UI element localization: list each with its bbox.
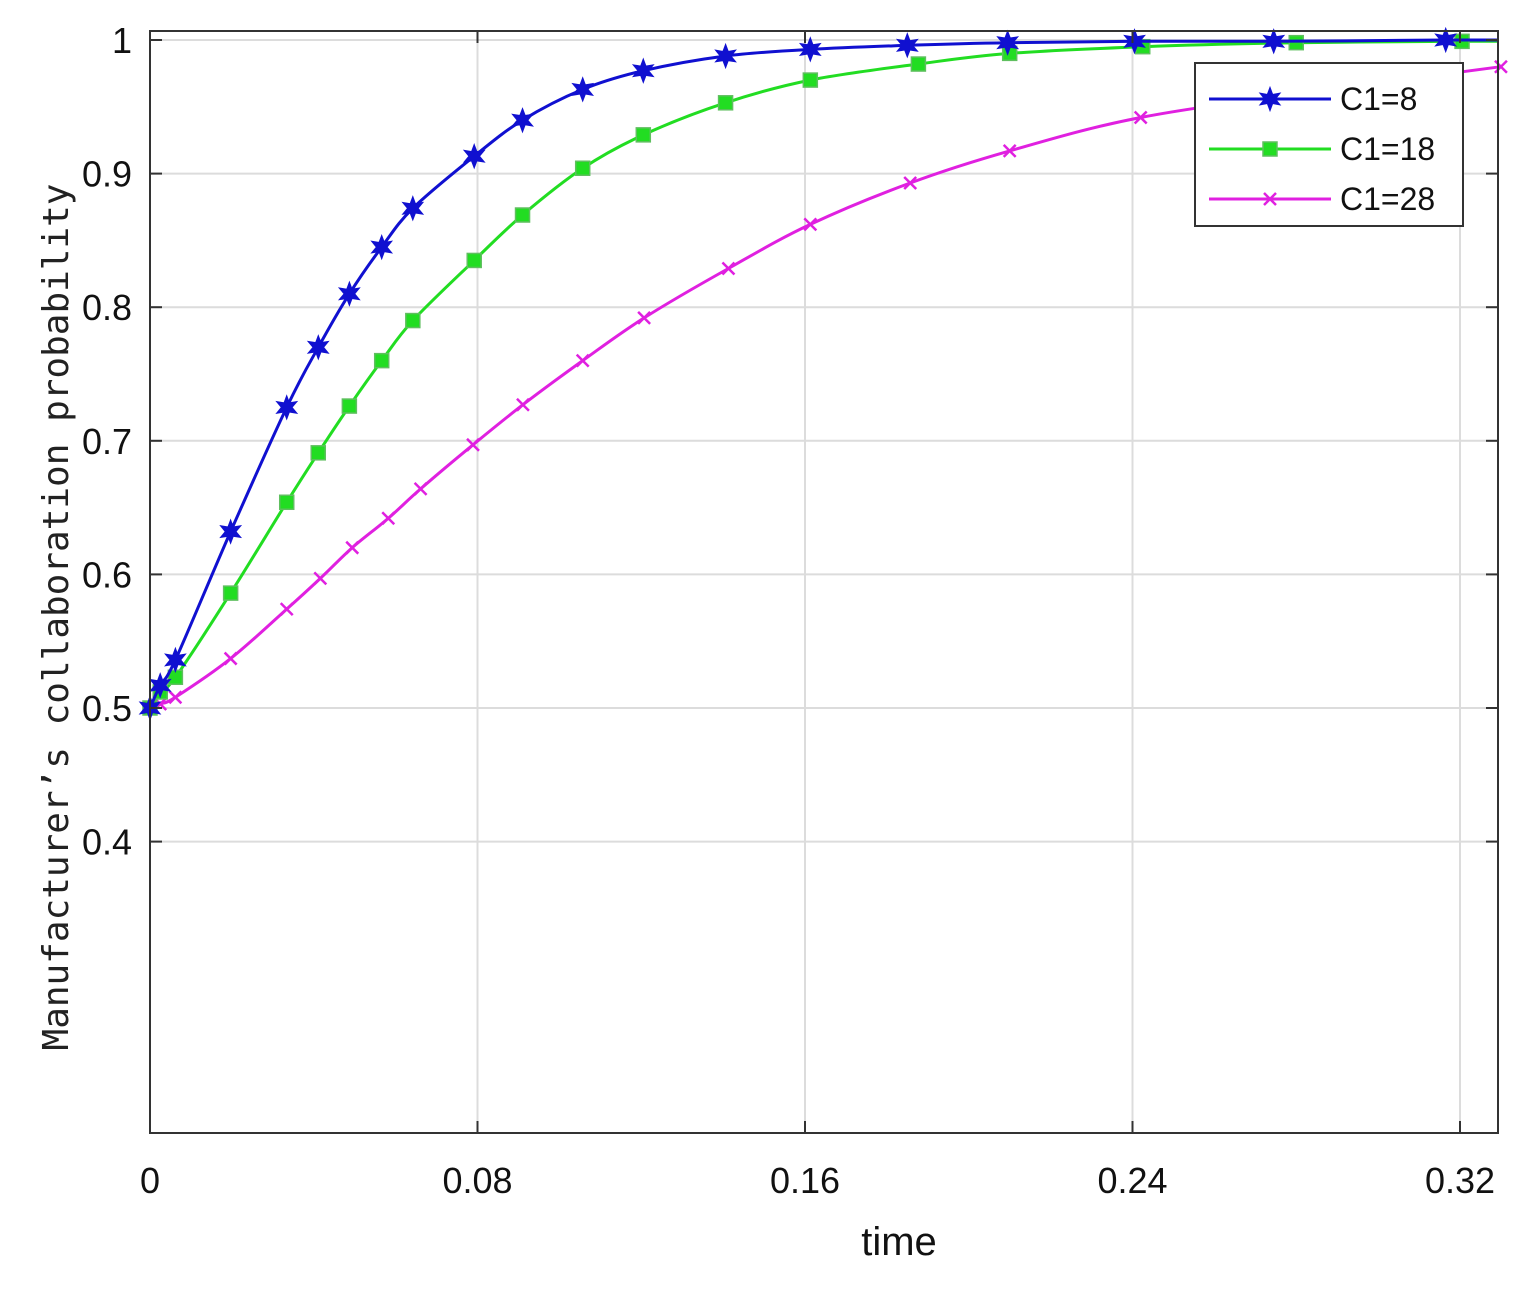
legend-item: C1=18 <box>1209 131 1435 167</box>
data-point <box>903 176 918 190</box>
x-tick-label: 0.16 <box>770 1160 840 1201</box>
legend-label: C1=28 <box>1340 181 1435 217</box>
legend: C1=8 C1=18 C1=28 <box>1194 62 1464 227</box>
axis-ticks: 0 0.08 0.16 0.24 0.32 0.4 0.5 0.6 0.7 0.8 0.9 1 <box>82 20 1498 1201</box>
legend-marker <box>1262 141 1278 157</box>
data-point <box>631 57 655 84</box>
data-point <box>1123 28 1146 55</box>
data-point <box>637 311 651 325</box>
data-point <box>714 42 737 70</box>
x-tick-label: 0 <box>140 1160 160 1201</box>
data-point <box>381 511 396 526</box>
y-tick-label: 0.8 <box>82 287 132 328</box>
data-point <box>341 398 358 414</box>
data-point <box>278 494 295 511</box>
data-point <box>313 571 328 586</box>
data-point <box>168 690 183 705</box>
data-point <box>514 207 531 223</box>
series-line <box>148 39 1498 709</box>
data-point <box>571 76 595 103</box>
y-tick-label: 0.9 <box>82 154 132 195</box>
data-point <box>164 646 187 674</box>
legend-item: C1=8 <box>1209 81 1417 117</box>
data-point <box>466 252 482 269</box>
data-point <box>370 233 394 261</box>
y-tick-label: 0.7 <box>82 421 132 462</box>
data-point <box>1262 28 1286 55</box>
y-tick-label: 1 <box>112 20 132 61</box>
data-point <box>1133 110 1148 125</box>
data-point <box>1494 59 1508 74</box>
y-tick-label: 0.5 <box>82 688 132 729</box>
series-line <box>149 65 1502 710</box>
legend-marker <box>1258 85 1282 113</box>
x-axis-title: time <box>861 1220 937 1264</box>
legend-marker <box>1263 192 1277 206</box>
data-point <box>516 397 530 412</box>
data-point <box>462 143 486 170</box>
data-point <box>405 312 421 329</box>
series-C1=8 <box>138 26 1498 722</box>
y-tick-label: 0.6 <box>82 554 132 595</box>
plot-frame <box>149 30 1499 1134</box>
data-point <box>511 107 534 134</box>
data-point <box>910 56 927 72</box>
data-point <box>895 32 919 59</box>
data-point <box>717 95 734 111</box>
x-tick-label: 0.08 <box>442 1160 512 1201</box>
series-C1=18 <box>142 33 1498 716</box>
data-point <box>574 160 591 177</box>
y-tick-label: 0.4 <box>82 822 132 863</box>
data-point <box>575 353 590 368</box>
data-point <box>803 217 818 232</box>
data-point <box>222 585 239 601</box>
x-tick-label: 0.24 <box>1097 1160 1167 1201</box>
x-tick-label: 0.32 <box>1425 1160 1495 1201</box>
data-point <box>223 651 238 666</box>
data-point <box>413 482 428 496</box>
y-axis-title: Manufacturer’s collaboration probability <box>36 184 77 1051</box>
data-point <box>1002 144 1017 158</box>
data-point <box>635 127 652 143</box>
data-point <box>219 518 243 545</box>
data-point <box>802 72 819 88</box>
data-point <box>996 29 1020 56</box>
legend-label: C1=18 <box>1340 131 1435 167</box>
data-point <box>1434 26 1458 54</box>
data-point <box>275 394 299 421</box>
data-point <box>798 36 822 63</box>
legend-item: C1=28 <box>1209 181 1435 217</box>
data-point <box>279 602 294 617</box>
data-point <box>337 280 361 307</box>
data-point <box>345 540 360 555</box>
data-point <box>310 445 327 461</box>
data-point <box>306 334 330 361</box>
data-point <box>466 437 480 452</box>
legend-label: C1=8 <box>1340 81 1417 117</box>
data-point <box>721 261 736 276</box>
data-point <box>373 352 390 369</box>
data-point <box>401 195 425 222</box>
data-series <box>138 26 1508 722</box>
